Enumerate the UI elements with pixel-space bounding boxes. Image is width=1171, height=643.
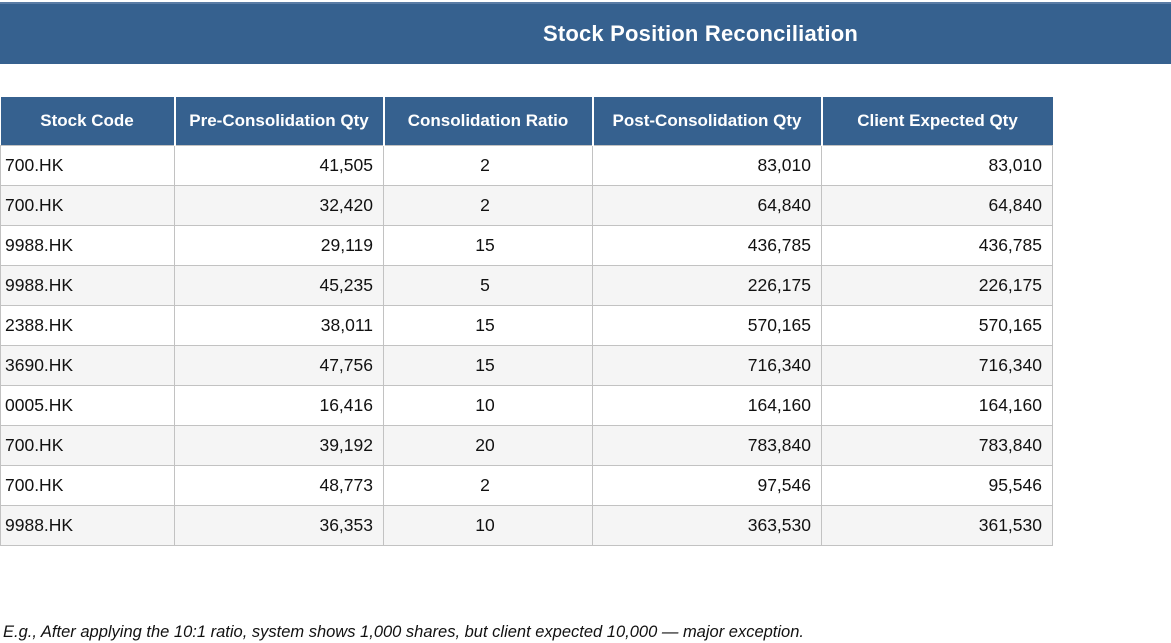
cell-pre-consolidation-qty: 16,416 bbox=[174, 385, 384, 426]
cell-consolidation-ratio: 15 bbox=[383, 305, 593, 346]
cell-pre-consolidation-qty: 29,119 bbox=[174, 225, 384, 266]
cell-consolidation-ratio: 15 bbox=[383, 345, 593, 386]
cell-pre-consolidation-qty: 36,353 bbox=[174, 505, 384, 546]
table-row: 9988.HK 36,353 10 363,530 361,530 bbox=[0, 505, 1053, 546]
table-row: 700.HK 48,773 2 97,546 95,546 bbox=[0, 465, 1053, 506]
cell-stock-code: 9988.HK bbox=[0, 505, 175, 546]
cell-consolidation-ratio: 5 bbox=[383, 265, 593, 306]
cell-post-consolidation-qty: 570,165 bbox=[592, 305, 822, 346]
cell-consolidation-ratio: 20 bbox=[383, 425, 593, 466]
cell-post-consolidation-qty: 97,546 bbox=[592, 465, 822, 506]
cell-stock-code: 700.HK bbox=[0, 425, 175, 466]
table-row: 9988.HK 29,119 15 436,785 436,785 bbox=[0, 225, 1053, 266]
cell-client-expected-qty: 436,785 bbox=[821, 225, 1053, 266]
cell-pre-consolidation-qty: 32,420 bbox=[174, 185, 384, 226]
column-header-client-expected-qty: Client Expected Qty bbox=[821, 97, 1053, 146]
cell-post-consolidation-qty: 716,340 bbox=[592, 345, 822, 386]
exception-footnote: E.g., After applying the 10:1 ratio, sys… bbox=[3, 623, 804, 641]
title-bar: Stock Position Reconciliation bbox=[0, 2, 1171, 64]
page-title: Stock Position Reconciliation bbox=[542, 21, 859, 46]
cell-pre-consolidation-qty: 48,773 bbox=[174, 465, 384, 506]
cell-pre-consolidation-qty: 39,192 bbox=[174, 425, 384, 466]
cell-consolidation-ratio: 2 bbox=[383, 145, 593, 186]
cell-client-expected-qty: 361,530 bbox=[821, 505, 1053, 546]
cell-stock-code: 700.HK bbox=[0, 145, 175, 186]
cell-consolidation-ratio: 2 bbox=[383, 465, 593, 506]
reconciliation-table-container: Stock Code Pre-Consolidation Qty Consolida… bbox=[0, 97, 1171, 546]
cell-client-expected-qty: 570,165 bbox=[821, 305, 1053, 346]
cell-stock-code: 0005.HK bbox=[0, 385, 175, 426]
cell-post-consolidation-qty: 436,785 bbox=[592, 225, 822, 266]
cell-consolidation-ratio: 10 bbox=[383, 385, 593, 426]
table-row: 2388.HK 38,011 15 570,165 570,165 bbox=[0, 305, 1053, 346]
cell-pre-consolidation-qty: 38,011 bbox=[174, 305, 384, 346]
column-header-consolidation-ratio: Consolidation Ratio bbox=[383, 97, 594, 146]
cell-consolidation-ratio: 2 bbox=[383, 185, 593, 226]
column-header-stock-code: Stock Code bbox=[0, 97, 176, 146]
cell-client-expected-qty: 95,546 bbox=[821, 465, 1053, 506]
cell-consolidation-ratio: 15 bbox=[383, 225, 593, 266]
cell-stock-code: 700.HK bbox=[0, 465, 175, 506]
table-row: 9988.HK 45,235 5 226,175 226,175 bbox=[0, 265, 1053, 306]
table-header: Stock Code Pre-Consolidation Qty Consolida… bbox=[0, 97, 1053, 146]
cell-consolidation-ratio: 10 bbox=[383, 505, 593, 546]
cell-client-expected-qty: 783,840 bbox=[821, 425, 1053, 466]
cell-stock-code: 700.HK bbox=[0, 185, 175, 226]
table-header-row: Stock Code Pre-Consolidation Qty Consolida… bbox=[0, 97, 1053, 146]
cell-post-consolidation-qty: 783,840 bbox=[592, 425, 822, 466]
cell-client-expected-qty: 226,175 bbox=[821, 265, 1053, 306]
column-header-pre-consolidation-qty: Pre-Consolidation Qty bbox=[174, 97, 385, 146]
cell-pre-consolidation-qty: 41,505 bbox=[174, 145, 384, 186]
cell-pre-consolidation-qty: 45,235 bbox=[174, 265, 384, 306]
cell-stock-code: 2388.HK bbox=[0, 305, 175, 346]
cell-pre-consolidation-qty: 47,756 bbox=[174, 345, 384, 386]
cell-client-expected-qty: 83,010 bbox=[821, 145, 1053, 186]
cell-client-expected-qty: 64,840 bbox=[821, 185, 1053, 226]
column-header-post-consolidation-qty: Post-Consolidation Qty bbox=[592, 97, 823, 146]
cell-post-consolidation-qty: 83,010 bbox=[592, 145, 822, 186]
table-row: 700.HK 39,192 20 783,840 783,840 bbox=[0, 425, 1053, 466]
cell-post-consolidation-qty: 226,175 bbox=[592, 265, 822, 306]
cell-post-consolidation-qty: 363,530 bbox=[592, 505, 822, 546]
cell-post-consolidation-qty: 64,840 bbox=[592, 185, 822, 226]
table-body: 700.HK 41,505 2 83,010 83,010 700.HK 32,420 2 64… bbox=[0, 145, 1053, 546]
cell-post-consolidation-qty: 164,160 bbox=[592, 385, 822, 426]
cell-client-expected-qty: 716,340 bbox=[821, 345, 1053, 386]
cell-client-expected-qty: 164,160 bbox=[821, 385, 1053, 426]
table-row: 3690.HK 47,756 15 716,340 716,340 bbox=[0, 345, 1053, 386]
table-row: 0005.HK 16,416 10 164,160 164,160 bbox=[0, 385, 1053, 426]
cell-stock-code: 3690.HK bbox=[0, 345, 175, 386]
reconciliation-table: Stock Code Pre-Consolidation Qty Consolida… bbox=[0, 97, 1053, 546]
cell-stock-code: 9988.HK bbox=[0, 225, 175, 266]
cell-stock-code: 9988.HK bbox=[0, 265, 175, 306]
table-row: 700.HK 41,505 2 83,010 83,010 bbox=[0, 145, 1053, 186]
table-row: 700.HK 32,420 2 64,840 64,840 bbox=[0, 185, 1053, 226]
